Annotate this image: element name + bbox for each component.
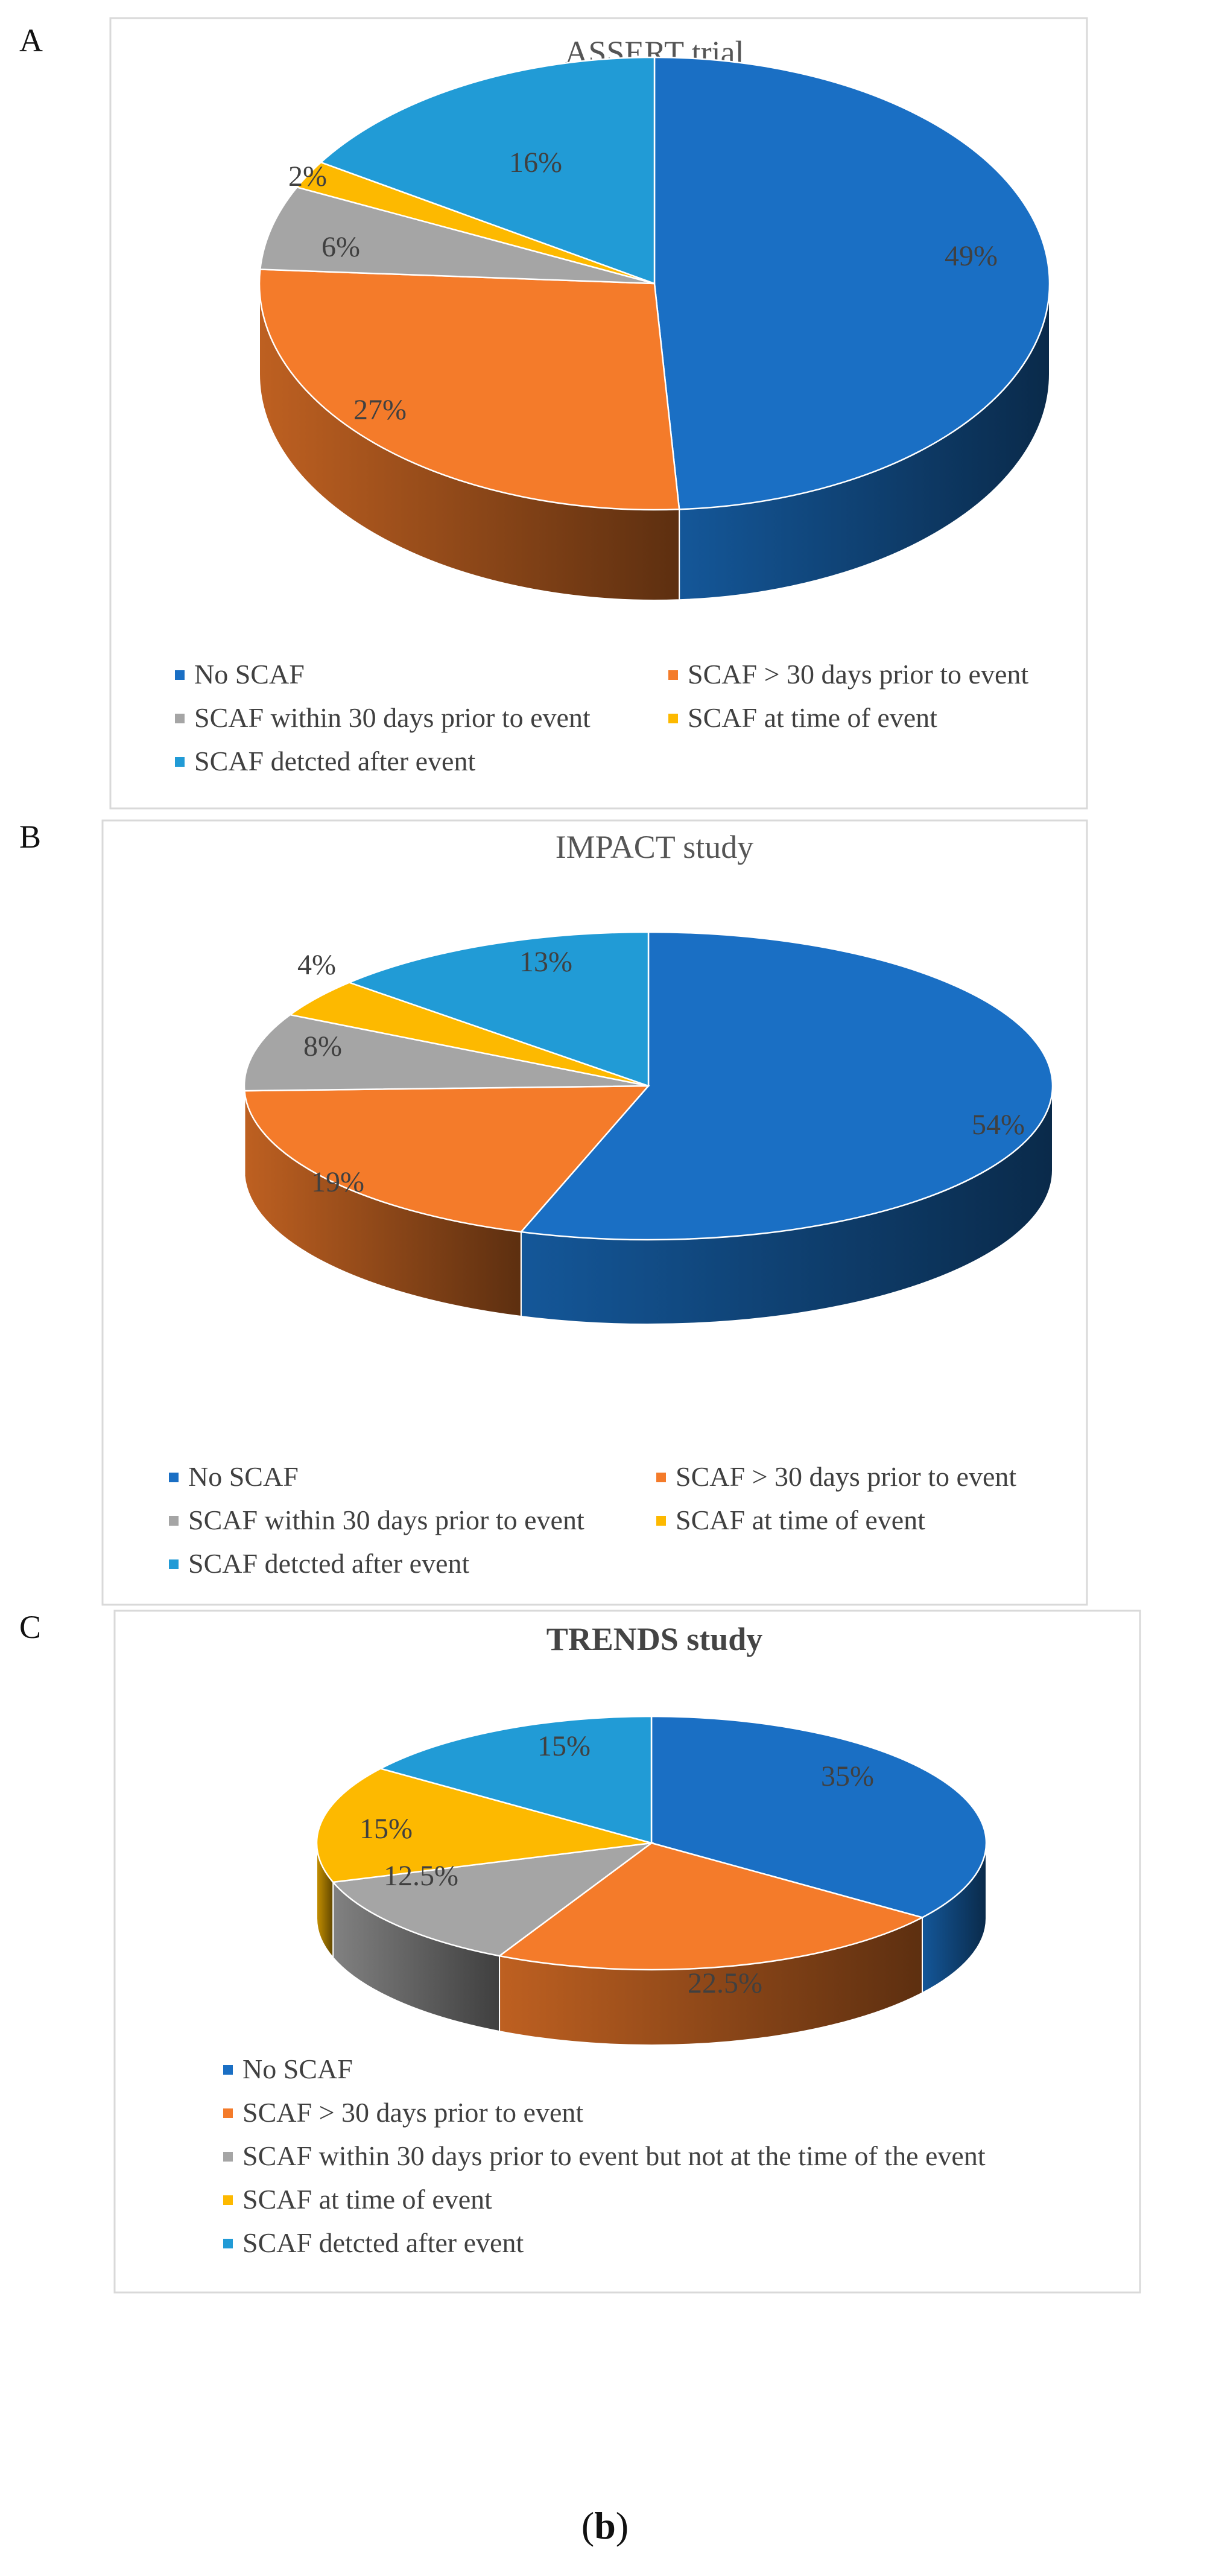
legend-label-no_scaf: No SCAF — [242, 2054, 353, 2084]
pie-chart-c: C TRENDS study 35% 22.5% 12.5% 15% 15% No SCAF S… — [19, 1609, 1141, 2294]
legend-swatch-scaf_time — [223, 2195, 233, 2205]
legend-label-scaf_within: SCAF within 30 days prior to event but n… — [242, 2140, 986, 2171]
panel-letter: C — [19, 1609, 41, 1645]
legend-swatch-scaf_after — [223, 2239, 233, 2248]
data-label-scaf_time: 2% — [288, 160, 327, 192]
chart-frame — [101, 819, 1088, 1606]
legend-swatch-scaf_30 — [223, 2108, 233, 2118]
legend-swatch-scaf_30 — [668, 670, 678, 680]
legend-label-scaf_time: SCAF at time of event — [676, 1505, 925, 1535]
figure-caption: (b) — [581, 2504, 629, 2547]
legend-swatch-scaf_30 — [656, 1473, 666, 1482]
legend-label-no_scaf: No SCAF — [188, 1461, 299, 1492]
legend-swatch-scaf_within — [223, 2152, 233, 2162]
legend-swatch-scaf_after — [175, 757, 185, 767]
pie-slice-scaf_within — [243, 1014, 649, 1092]
data-label-no_scaf: 35% — [821, 1760, 874, 1792]
data-label-no_scaf: 54% — [972, 1109, 1025, 1141]
legend-label-scaf_within: SCAF within 30 days prior to event — [194, 702, 591, 733]
pie-chart-b: B IMPACT study 54% 19% 8% 4% 13% No SCAF SCAF > … — [19, 819, 1088, 1606]
pie-slice-no_scaf — [519, 931, 1054, 1241]
legend-swatch-scaf_time — [656, 1516, 666, 1526]
chart-title: TRENDS study — [546, 1621, 763, 1657]
data-label-scaf_within: 12.5% — [384, 1860, 458, 1892]
data-label-scaf_time: 15% — [360, 1813, 413, 1845]
data-label-no_scaf: 49% — [945, 240, 998, 272]
legend-label-scaf_30: SCAF > 30 days prior to event — [676, 1461, 1016, 1492]
data-label-scaf_30: 19% — [311, 1166, 364, 1198]
legend-label-scaf_after: SCAF detcted after event — [194, 746, 475, 776]
panel-letter: A — [19, 22, 43, 59]
legend-label-scaf_time: SCAF at time of event — [242, 2184, 492, 2215]
pie-slice-scaf_time — [315, 1768, 652, 1883]
pie-slice-scaf_after — [347, 931, 650, 1087]
data-label-scaf_30: 22.5% — [688, 1967, 762, 1999]
pie-slice-scaf_30 — [243, 1085, 650, 1233]
caption-letter: b — [594, 2504, 616, 2547]
pie-slice-scaf_after — [378, 1715, 653, 1844]
legend-swatch-scaf_within — [175, 714, 185, 723]
legend-label-no_scaf: No SCAF — [194, 659, 305, 690]
pie-slice-no_scaf — [650, 1715, 987, 1918]
pie-slice-scaf_after — [319, 56, 656, 285]
legend-label-scaf_30: SCAF > 30 days prior to event — [688, 659, 1028, 690]
panel-letter: B — [19, 819, 41, 855]
pie-slice-no_scaf — [653, 56, 1051, 510]
legend-swatch-no_scaf — [169, 1473, 179, 1482]
data-label-scaf_after: 13% — [519, 946, 572, 978]
data-label-scaf_within: 8% — [303, 1030, 342, 1062]
pie-sides — [316, 1842, 987, 2046]
pie-slice-scaf_within — [331, 1842, 654, 1957]
pie-slice-scaf_within — [259, 186, 655, 285]
legend-label-scaf_time: SCAF at time of event — [688, 702, 937, 733]
legend: No SCAF SCAF > 30 days prior to event SCAF… — [169, 1461, 1016, 1579]
legend-label-scaf_after: SCAF detcted after event — [242, 2227, 524, 2258]
legend-swatch-scaf_within — [169, 1516, 179, 1526]
legend-swatch-scaf_after — [169, 1559, 179, 1569]
data-label-scaf_after: 16% — [509, 147, 562, 179]
legend: No SCAF SCAF > 30 days prior to event SCAF… — [223, 2054, 986, 2258]
legend-swatch-no_scaf — [175, 670, 185, 680]
legend-swatch-scaf_time — [668, 714, 678, 723]
data-label-scaf_30: 27% — [353, 394, 407, 426]
data-label-scaf_after: 15% — [537, 1730, 591, 1762]
legend: No SCAF SCAF > 30 days prior to event SCAF… — [175, 659, 1028, 776]
pie-slice-scaf_30 — [258, 268, 680, 511]
chart-title: IMPACT study — [556, 829, 754, 865]
data-label-scaf_time: 4% — [297, 949, 336, 981]
chart-frame — [109, 17, 1088, 810]
legend-label-scaf_after: SCAF detcted after event — [188, 1548, 469, 1579]
legend-swatch-no_scaf — [223, 2065, 233, 2075]
data-label-scaf_within: 6% — [322, 231, 360, 263]
chart-frame — [113, 1610, 1141, 2294]
legend-label-scaf_within: SCAF within 30 days prior to event — [188, 1505, 584, 1535]
legend-label-scaf_30: SCAF > 30 days prior to event — [242, 2097, 583, 2128]
pie-slice-scaf_30 — [498, 1842, 925, 1971]
